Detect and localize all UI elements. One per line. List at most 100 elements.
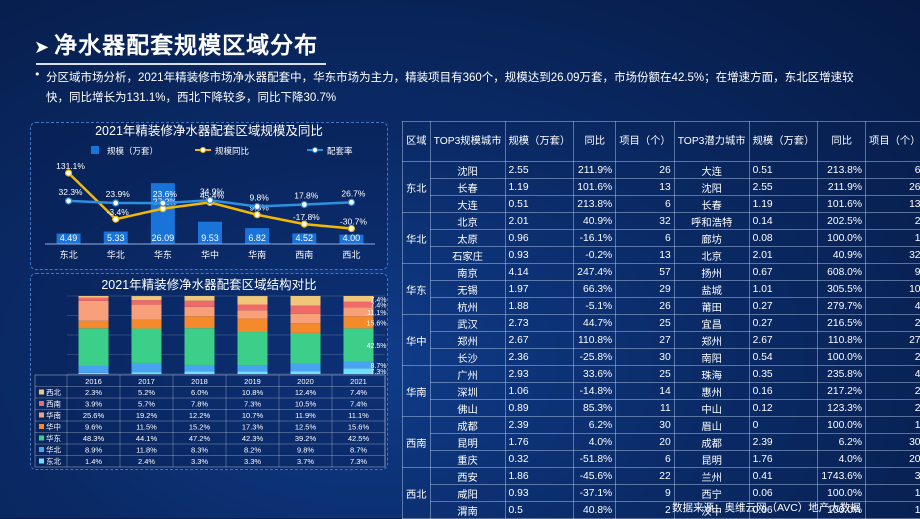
table-cell: 305.5% — [818, 281, 866, 298]
stack-2019-华南 — [238, 310, 268, 318]
data-cell-华南-2020: 11.9% — [295, 411, 316, 420]
stack-2017-华南 — [132, 305, 162, 320]
table-cell: -45.6% — [574, 468, 616, 485]
table-cell: -16.1% — [574, 230, 616, 247]
table-cell: 6 — [616, 451, 674, 468]
table-cell: 0.35 — [749, 366, 818, 383]
stack-2017-华北 — [132, 363, 162, 372]
table-cell: 247.4% — [574, 264, 616, 281]
table-cell: 0.27 — [749, 315, 818, 332]
table-cell: 29 — [616, 281, 674, 298]
table-cell: 2 — [866, 315, 920, 332]
table-cell: 昆明 — [674, 451, 749, 468]
data-row-name-华南: 华南 — [46, 410, 61, 420]
data-row-name-华东: 华东 — [46, 433, 61, 443]
data-cell-东北-2019: 3.3% — [244, 457, 261, 466]
table-cell: 20 — [866, 451, 920, 468]
table-cell: 123.3% — [818, 400, 866, 417]
table-cell: 25 — [616, 315, 674, 332]
data-cell-东北-2018: 3.3% — [191, 457, 208, 466]
rate-point-西北 — [348, 199, 354, 205]
table-header-row: 区域 TOP3规模城市 规模（万套） 同比 项目（个） TOP3潜力城市 规模（… — [403, 122, 920, 162]
data-cell-华中-2017: 11.5% — [136, 423, 157, 432]
rate-point-西南 — [301, 202, 307, 208]
data-cell-西北-2019: 10.8% — [242, 388, 264, 397]
rate-label-华中: 34.9% — [200, 186, 225, 196]
data-cell-华北-2020: 9.8% — [297, 446, 314, 455]
table-cell: -0.2% — [574, 247, 616, 264]
year-2018: 2018 — [191, 377, 208, 386]
year-2019: 2019 — [244, 377, 261, 386]
table-cell: 0.93 — [505, 247, 574, 264]
table-cell: 2.39 — [749, 434, 818, 451]
table-cell: 13 — [616, 247, 674, 264]
stack-2017-西南 — [132, 300, 162, 304]
table-cell: 长沙 — [430, 349, 505, 366]
table-cell: 14 — [616, 383, 674, 400]
data-cell-华东-2016: 48.3% — [83, 434, 105, 443]
region-cell: 东北 — [403, 162, 431, 213]
table-cell: 279.7% — [818, 298, 866, 315]
table-cell: 珠海 — [674, 366, 749, 383]
table-cell: 100.0% — [818, 417, 866, 434]
stack-label-2021-西北: 7.4% — [371, 297, 387, 304]
table-cell: 深圳 — [430, 383, 505, 400]
table-cell: 4.14 — [505, 264, 574, 281]
table-cell: 6 — [616, 196, 674, 213]
stack-2019-东北 — [238, 371, 268, 374]
table-cell: 长春 — [430, 179, 505, 196]
table-cell: 30 — [616, 349, 674, 366]
data-row-name-华中: 华中 — [46, 422, 61, 432]
title-underline — [36, 63, 326, 65]
data-cell-华中-2018: 15.2% — [189, 423, 211, 432]
table-cell: 44.7% — [574, 315, 616, 332]
table-cell: 莆田 — [674, 298, 749, 315]
table-cell: 6 — [616, 230, 674, 247]
table-cell: 南阳 — [674, 349, 749, 366]
year-2021: 2021 — [350, 377, 367, 386]
table-cell: 惠州 — [674, 383, 749, 400]
yoy-label-西南: -17.8% — [293, 212, 320, 222]
stack-2019-西南 — [238, 305, 268, 311]
table-cell: 长春 — [674, 196, 749, 213]
rate-label-华北: 23.9% — [106, 189, 131, 199]
data-row-name-西北: 西北 — [46, 388, 61, 397]
data-cell-华南-2016: 25.6% — [83, 411, 105, 420]
table-cell: 0.27 — [749, 298, 818, 315]
stack-2019-西北 — [238, 296, 268, 304]
data-cell-东北-2021: 7.3% — [350, 457, 367, 466]
x-tick-西南: 西南 — [295, 249, 313, 260]
rate-point-东北 — [66, 198, 72, 204]
stack-2021-华北 — [344, 362, 374, 369]
legend-label-2: 配套率 — [327, 146, 353, 156]
data-cell-西南-2018: 7.8% — [191, 400, 208, 409]
table-cell: -37.1% — [574, 485, 616, 502]
data-cell-华中-2016: 9.6% — [85, 423, 102, 432]
table-cell: 235.8% — [818, 366, 866, 383]
table-cell: 0.41 — [749, 468, 818, 485]
table-cell: 4.0% — [574, 434, 616, 451]
table-cell: 沈阳 — [674, 179, 749, 196]
data-swatch-华中 — [39, 424, 44, 429]
bar-label-华北: 5.33 — [107, 233, 125, 243]
table-cell: 廊坊 — [674, 230, 749, 247]
stack-2019-华中 — [238, 319, 268, 332]
data-cell-西南-2020: 10.5% — [295, 400, 317, 409]
x-tick-东北: 东北 — [60, 249, 78, 260]
stack-2016-西北 — [79, 296, 109, 298]
data-cell-华南-2018: 12.2% — [189, 411, 211, 420]
data-cell-华东-2020: 39.2% — [295, 434, 317, 443]
yoy-label-西北: -30.7% — [340, 217, 367, 227]
bar-label-东北: 4.49 — [60, 233, 78, 243]
table-cell: 成都 — [674, 434, 749, 451]
table-cell: 0.96 — [505, 230, 574, 247]
table-cell: 1.01 — [749, 281, 818, 298]
table-cell: 0.51 — [505, 196, 574, 213]
table-cell: 1743.6% — [818, 468, 866, 485]
rate-label-西北: 26.7% — [341, 188, 366, 198]
header-top3-scale-city: TOP3规模城市 — [430, 122, 505, 162]
bar-label-西北: 4.00 — [343, 233, 361, 243]
